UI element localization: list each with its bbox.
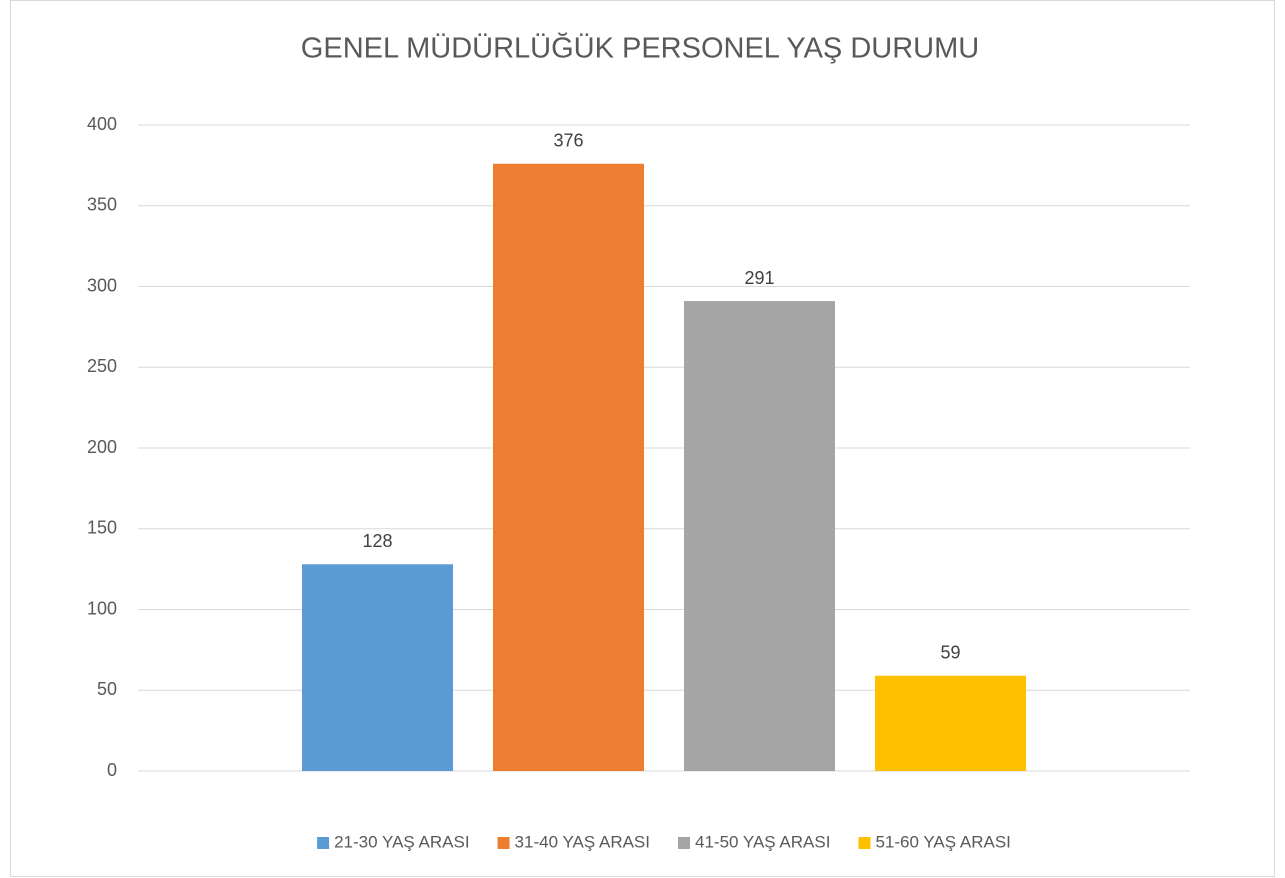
bar	[875, 675, 1026, 771]
data-label: 59	[940, 642, 960, 662]
y-tick-label: 50	[97, 679, 117, 699]
bar	[302, 564, 453, 771]
legend-label: 31-40 YAŞ ARASI	[515, 832, 650, 851]
data-label: 291	[744, 268, 774, 288]
legend-label: 51-60 YAŞ ARASI	[875, 832, 1010, 851]
data-label: 128	[362, 531, 392, 551]
bar	[493, 163, 644, 771]
y-tick-label: 200	[87, 437, 117, 457]
data-label: 376	[553, 131, 583, 151]
y-tick-label: 100	[87, 598, 117, 618]
y-tick-label: 150	[87, 518, 117, 538]
legend-label: 21-30 YAŞ ARASI	[334, 832, 469, 851]
legend-swatch	[497, 837, 510, 849]
legend-swatch	[317, 837, 330, 849]
y-tick-label: 250	[87, 356, 117, 376]
y-tick-label: 300	[87, 275, 117, 295]
y-tick-label: 400	[87, 114, 117, 134]
legend-swatch	[678, 837, 690, 849]
chart-title: GENEL MÜDÜRLÜĞÜK PERSONEL YAŞ DURUMU	[301, 32, 979, 65]
y-tick-label: 0	[107, 760, 117, 780]
legend-label: 41-50 YAŞ ARASI	[695, 832, 830, 851]
legend-swatch	[858, 837, 871, 849]
y-tick-label: 350	[87, 195, 117, 215]
bar	[684, 301, 835, 771]
